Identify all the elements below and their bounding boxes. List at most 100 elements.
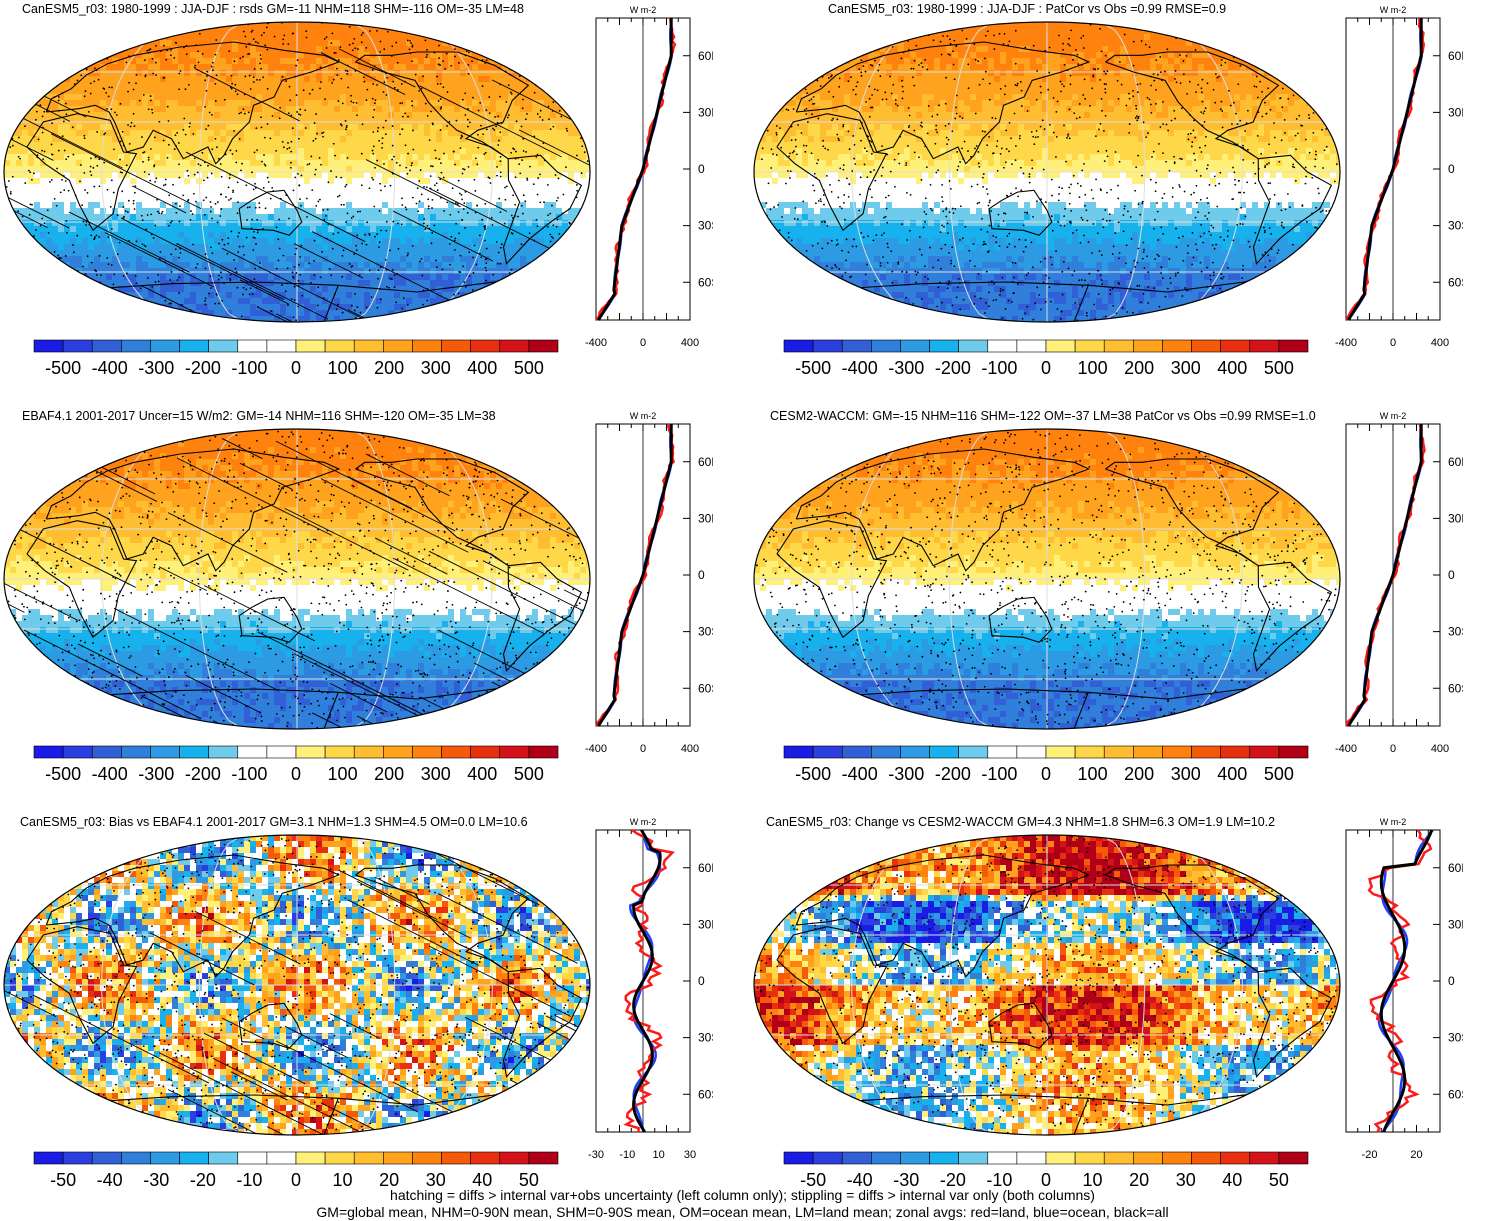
map-panel bbox=[3, 428, 591, 730]
zonal-unit: W m-2 bbox=[630, 5, 657, 15]
zonal-profile: W m-2 60N 30N 0 30S 60S -400 0 400 bbox=[585, 411, 713, 755]
zonal-land-line bbox=[595, 17, 677, 321]
colorbar-tick-label: -500 bbox=[795, 764, 831, 784]
colorbar-tick-label: 500 bbox=[1264, 764, 1294, 784]
zonal-lat-label: 60S bbox=[698, 681, 713, 695]
colorbar-tick-label: 40 bbox=[472, 1170, 492, 1190]
colorbar-box bbox=[1191, 745, 1221, 759]
zonal-profile: W m-2 60N 30N 0 30S 60S -400 0 400 bbox=[585, 5, 713, 349]
colorbar-box bbox=[1249, 745, 1280, 759]
zonal-all-line bbox=[1347, 18, 1423, 321]
zonal-lat-label: 60N bbox=[698, 861, 713, 875]
zonal-lat-label: 0 bbox=[1448, 974, 1455, 988]
colorbar-box bbox=[841, 1151, 872, 1165]
zonal-land-line bbox=[623, 828, 676, 1133]
colorbar-box bbox=[353, 339, 384, 353]
colorbar-box bbox=[1220, 745, 1251, 759]
colorbar-tick-label: -500 bbox=[45, 358, 81, 378]
zonal-x-label: -10 bbox=[619, 1149, 635, 1161]
zonal-all-line bbox=[632, 829, 662, 1133]
colorbar-tick-label: -100 bbox=[981, 358, 1017, 378]
colorbar-box bbox=[958, 1151, 989, 1165]
zonal-lat-label: 0 bbox=[1448, 162, 1455, 176]
colorbar-box bbox=[91, 339, 122, 353]
zonal-profile: W m-2 60N 30N 0 30S 60S -400 0 400 bbox=[1335, 411, 1463, 755]
colorbar-box bbox=[121, 745, 151, 759]
colorbar-tick-label: -20 bbox=[190, 1170, 216, 1190]
colorbar: -500 -400 -300 -200 -100 0 100 200 300 400 500 bbox=[783, 745, 1309, 784]
colorbar-tick-label: -50 bbox=[50, 1170, 76, 1190]
colorbar-tick-label: -200 bbox=[185, 764, 221, 784]
colorbar-tick-label: 400 bbox=[467, 764, 497, 784]
colorbar-tick-label: 40 bbox=[1222, 1170, 1242, 1190]
graticule bbox=[754, 22, 1340, 322]
zonal-x-label: 400 bbox=[1431, 337, 1449, 349]
colorbar-box bbox=[237, 339, 268, 353]
colorbar: -500 -400 -300 -200 -100 0 100 200 300 400 500 bbox=[33, 745, 559, 784]
colorbar-box bbox=[91, 1151, 122, 1165]
colorbar-tick-label: 0 bbox=[1041, 764, 1051, 784]
colorbar-box bbox=[987, 1151, 1018, 1165]
colorbar-box bbox=[841, 339, 872, 353]
colorbar-box bbox=[958, 745, 989, 759]
colorbar-box bbox=[237, 1151, 268, 1165]
colorbar-tick-label: -30 bbox=[893, 1170, 919, 1190]
colorbar-box bbox=[1103, 745, 1134, 759]
colorbar-tick-label: 0 bbox=[1041, 358, 1051, 378]
colorbar-boxes bbox=[783, 1151, 1309, 1165]
colorbar-tick-label: -300 bbox=[888, 764, 924, 784]
zonal-lat-label: 60N bbox=[1448, 49, 1463, 63]
colorbar-box bbox=[900, 339, 930, 353]
colorbar-box bbox=[1016, 1151, 1047, 1165]
colorbar-tick-label: -200 bbox=[935, 764, 971, 784]
colorbar-tick-label: 0 bbox=[1041, 1170, 1051, 1190]
colorbar-box bbox=[353, 745, 384, 759]
colorbar-tick-label: 30 bbox=[426, 1170, 446, 1190]
zonal-lat-label: 0 bbox=[698, 568, 705, 582]
colorbar-box bbox=[208, 745, 239, 759]
zonal-lat-label: 0 bbox=[698, 162, 705, 176]
colorbar-box bbox=[987, 339, 1018, 353]
colorbar-box bbox=[33, 1151, 64, 1165]
colorbar-box bbox=[383, 339, 413, 353]
footnote: hatching = diffs > internal var+obs unce… bbox=[0, 1187, 1485, 1221]
colorbar-tick-label: -40 bbox=[97, 1170, 123, 1190]
map-outline bbox=[3, 428, 591, 730]
colorbar-box bbox=[62, 745, 93, 759]
colorbar-boxes bbox=[33, 1151, 559, 1165]
colorbar-box bbox=[499, 339, 530, 353]
colorbar-tick-label: 500 bbox=[1264, 358, 1294, 378]
zonal-lat-label: 30N bbox=[1448, 105, 1463, 119]
colorbar-tick-label: 0 bbox=[291, 764, 301, 784]
zonal-all-line bbox=[597, 18, 673, 321]
zonal-x-label: 30 bbox=[684, 1149, 696, 1161]
colorbar-box bbox=[841, 745, 872, 759]
footnote-line-1: hatching = diffs > internal var+obs unce… bbox=[0, 1187, 1485, 1204]
colorbar-box bbox=[150, 339, 180, 353]
colorbar-box bbox=[1133, 1151, 1163, 1165]
zonal-x-label: 400 bbox=[681, 743, 699, 755]
zonal-ocean-line bbox=[1377, 829, 1434, 1133]
colorbar-box bbox=[1278, 745, 1309, 759]
colorbar-box bbox=[783, 339, 814, 353]
colorbar-tick-label: 0 bbox=[291, 1170, 301, 1190]
colorbar-tick-label: 10 bbox=[1083, 1170, 1103, 1190]
colorbar-tick-label: -500 bbox=[45, 764, 81, 784]
colorbar-box bbox=[324, 339, 355, 353]
colorbar-box bbox=[929, 1151, 959, 1165]
colorbar-boxes bbox=[33, 745, 559, 759]
zonal-x-label: 0 bbox=[640, 337, 646, 349]
colorbar: -50 -40 -30 -20 -10 0 10 20 30 40 50 bbox=[33, 1151, 559, 1190]
colorbar-tick-label: 300 bbox=[421, 764, 451, 784]
zonal-lat-label: 0 bbox=[698, 974, 705, 988]
colorbar-box bbox=[958, 339, 989, 353]
colorbar-box bbox=[121, 339, 151, 353]
zonal-ocean-line bbox=[597, 423, 673, 727]
colorbar-box bbox=[62, 339, 93, 353]
zonal-lat-label: 60S bbox=[698, 1087, 713, 1101]
zonal-x-label: 0 bbox=[1390, 337, 1396, 349]
zonal-x-label: -400 bbox=[585, 337, 607, 349]
colorbar-box bbox=[871, 1151, 901, 1165]
colorbar-box bbox=[1074, 339, 1105, 353]
colorbar-boxes bbox=[783, 339, 1309, 353]
